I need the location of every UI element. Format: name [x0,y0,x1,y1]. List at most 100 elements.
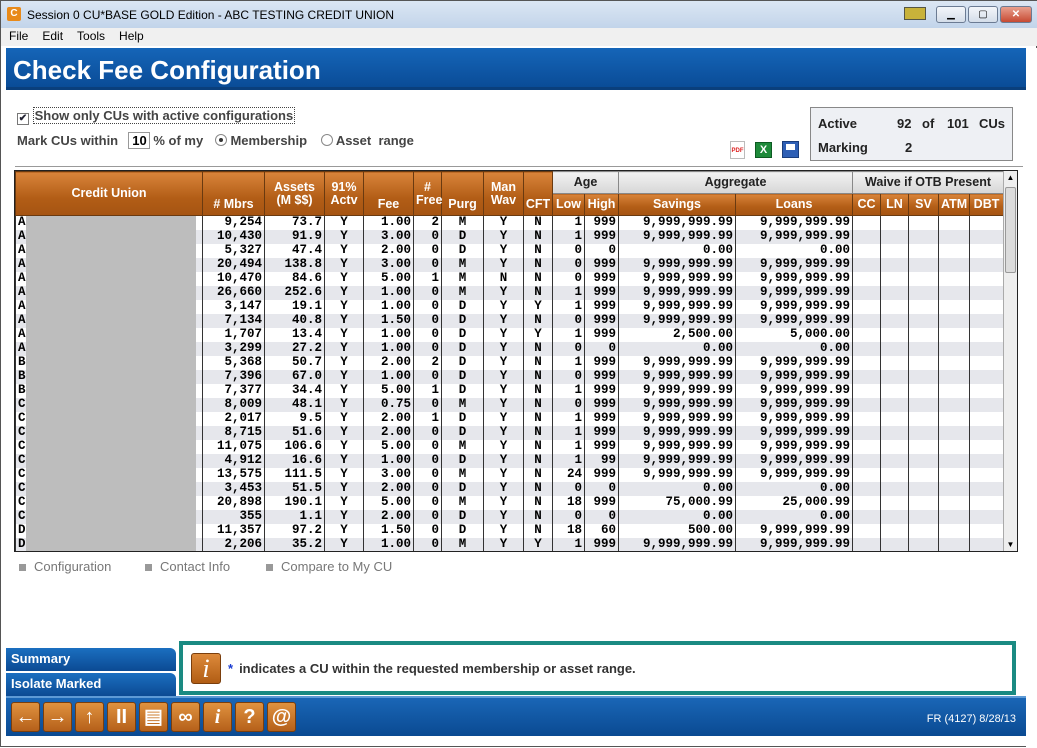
col-group-aggregate: Aggregate [617,171,854,194]
email-button[interactable]: @ [267,702,296,732]
table-row[interactable]: B 7,396 67.0 Y 1.00 0 D Y N 0 999 9,999,999.99 9,999… [15,369,1004,384]
cell-age-low: 1 [552,299,585,314]
print-icon: ▤ [144,706,163,728]
arrow-up-button[interactable]: ↑ [75,702,104,732]
pause-button[interactable]: II [107,702,136,732]
menu-edit[interactable]: Edit [42,29,64,43]
table-row[interactable]: C 8,715 51.6 Y 2.00 0 D Y N 1 999 9,999,999.99 9,999… [15,425,1004,440]
table-row[interactable]: C 2,017 9.5 Y 2.00 1 D Y N 1 999 9,999,999.99 9,999,… [15,411,1004,426]
table-row[interactable]: A 5,327 47.4 Y 2.00 0 D Y N 0 0 0.00 0.00 [15,243,1004,258]
cell-loans: 25,000.99 [734,495,853,510]
table-row[interactable]: B 5,368 50.7 Y 2.00 2 D Y N 1 999 9,999,999.99 9,999… [15,355,1004,370]
col-free[interactable]: # Free [413,171,442,216]
menu-help[interactable]: Help [119,29,144,43]
summary-button[interactable]: Summary [6,648,176,671]
show-active-option[interactable]: ✔ Show only CUs with active configuratio… [17,107,296,125]
arrow-right-button[interactable]: → [43,702,72,732]
table-row[interactable]: A 9,254 73.7 Y 1.00 2 M Y N 1 999 9,999,999.99 9,999… [15,215,1004,230]
pdf-icon[interactable]: PDF [730,141,745,159]
col-savings[interactable]: Savings [618,193,736,216]
table-row[interactable]: C 20,898 190.1 Y 5.00 0 M Y N 18 999 75,000.99 25,00… [15,495,1004,510]
col-assets[interactable]: Assets (M $$) [264,171,325,216]
cell-assets: 9.5 [264,411,325,426]
col-loans[interactable]: Loans [734,193,854,216]
col-actv[interactable]: 91% Actv [324,171,364,216]
col-ln[interactable]: LN [880,193,910,216]
cell-loans: 9,999,999.99 [734,355,853,370]
col-sv[interactable]: SV [908,193,940,216]
cell-waive-ln [880,271,909,286]
minimize-button[interactable]: ▁ [936,6,966,23]
link-button[interactable]: ∞ [171,702,200,732]
table-row[interactable]: A 3,147 19.1 Y 1.00 0 D Y Y 1 999 9,999,999.99 9,999… [15,299,1004,314]
scroll-down-icon[interactable]: ▼ [1006,540,1015,549]
cell-credit-union: A [15,299,203,314]
cell-credit-union: C [15,481,203,496]
table-row[interactable]: B 7,377 34.4 Y 5.00 1 D Y N 1 999 9,999,999.99 9,999… [15,383,1004,398]
col-age-high[interactable]: High [584,193,619,216]
col-cc[interactable]: CC [852,193,882,216]
table-row[interactable]: D 2,206 35.2 Y 1.00 0 M Y Y 1 999 9,999,999.99 9,999… [15,537,1004,552]
col-wav[interactable]: Man Wav [483,171,524,216]
maximize-button[interactable]: ▢ [968,6,998,23]
show-active-checkbox[interactable]: ✔ [17,113,29,125]
table-scrollbar[interactable]: ▲ ▼ [1003,171,1017,551]
info-button[interactable]: i [203,702,232,732]
table-row[interactable]: A 20,494 138.8 Y 3.00 0 M Y N 0 999 9,999,999.99 9,9… [15,257,1004,272]
table-row[interactable]: A 26,660 252.6 Y 1.00 0 M Y N 1 999 9,999,999.99 9,9… [15,285,1004,300]
cell-savings: 9,999,999.99 [618,271,736,286]
table-row[interactable]: A 7,134 40.8 Y 1.50 0 D Y N 0 999 9,999,999.99 9,999… [15,313,1004,328]
excel-icon[interactable]: X [755,142,772,158]
isolate-marked-button[interactable]: Isolate Marked [6,673,176,696]
cell-free: 0 [413,369,442,384]
cell-free: 0 [413,453,442,468]
cell-fee: 3.00 [363,257,414,272]
table-row[interactable]: D 11,357 97.2 Y 1.50 0 D Y N 18 60 500.00 9,999,999.… [15,523,1004,538]
contact-info-link[interactable]: Contact Info [145,559,230,574]
scroll-up-icon[interactable]: ▲ [1006,173,1015,182]
close-button[interactable]: ✕ [1000,6,1032,23]
mark-percent-input[interactable]: 10 [127,132,150,149]
cell-age-low: 0 [552,257,585,272]
table-row[interactable]: C 3,453 51.5 Y 2.00 0 D Y N 0 0 0.00 0.00 [15,481,1004,496]
compare-link[interactable]: Compare to My CU [266,559,392,574]
menu-file[interactable]: File [9,29,29,43]
table-row[interactable]: C 11,075 106.6 Y 5.00 0 M Y N 1 999 9,999,999.99 9,9… [15,439,1004,454]
cell-waive-cc [852,411,881,426]
arrow-left-button[interactable]: ← [11,702,40,732]
print-button[interactable]: ▤ [139,702,168,732]
cell-age-high: 999 [584,383,619,398]
asset-radio[interactable] [320,134,333,146]
save-icon[interactable] [782,141,799,158]
table-row[interactable]: A 10,470 84.6 Y 5.00 1 M N N 0 999 9,999,999.99 9,99… [15,271,1004,286]
col-dbt[interactable]: DBT [969,193,1005,216]
table-row[interactable]: C 13,575 111.5 Y 3.00 0 M Y N 24 999 9,999,999.99 9,… [15,467,1004,482]
col-age-low[interactable]: Low [552,193,585,216]
cell-age-low: 0 [552,397,585,412]
col-purg[interactable]: Purg [441,171,484,216]
col-fee[interactable]: Fee [363,171,414,216]
cell-waive-ln [880,355,909,370]
col-atm[interactable]: ATM [938,193,971,216]
table-row[interactable]: A 1,707 13.4 Y 1.00 0 D Y Y 1 999 2,500.00 5,000.00 [15,327,1004,342]
cell-waive-sv [908,285,939,300]
configuration-link[interactable]: Configuration [19,559,111,574]
cell-savings: 9,999,999.99 [618,397,736,412]
table-row[interactable]: A 10,430 91.9 Y 3.00 0 D Y N 1 999 9,999,999.99 9,99… [15,229,1004,244]
table-row[interactable]: C 4,912 16.6 Y 1.00 0 D Y N 1 99 9,999,999.99 9,999,… [15,453,1004,468]
scroll-thumb[interactable] [1005,187,1016,273]
col-cft[interactable]: CFT [523,171,553,216]
col-credit-union[interactable]: Credit Union [15,171,203,216]
table-row[interactable]: A 3,299 27.2 Y 1.00 0 D Y N 0 0 0.00 0.00 [15,341,1004,356]
membership-radio[interactable] [214,134,227,146]
cell-age-low: 1 [552,383,585,398]
menu-tools[interactable]: Tools [77,29,106,43]
table-row[interactable]: C 8,009 48.1 Y 0.75 0 M Y N 0 999 9,999,999.99 9,999… [15,397,1004,412]
cell-age-high: 0 [584,341,619,356]
cell-free: 0 [413,495,442,510]
col-mbrs[interactable]: # Mbrs [202,171,265,216]
table-row[interactable]: C 355 1.1 Y 2.00 0 D Y N 0 0 0.00 0.00 [15,509,1004,524]
help-button[interactable]: ? [235,702,264,732]
cell-waive-ln [880,285,909,300]
cell-purg: M [441,537,484,552]
